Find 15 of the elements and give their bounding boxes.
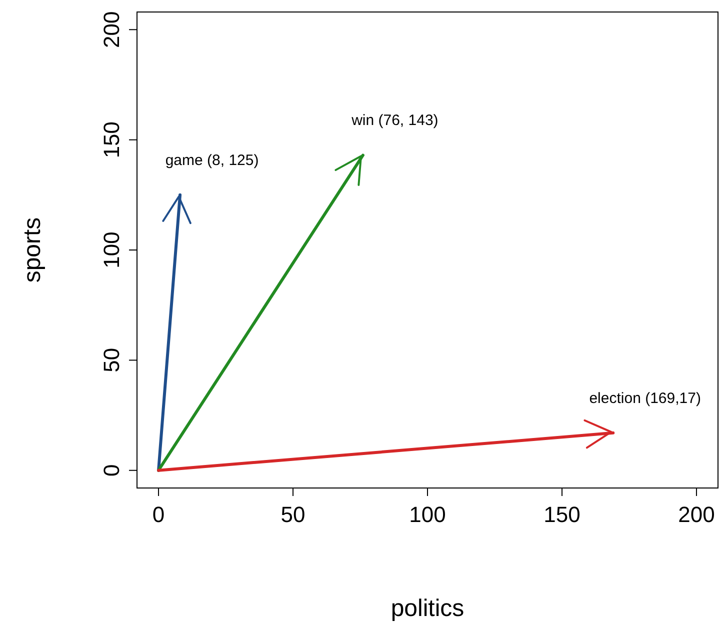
x-tick-label: 100: [409, 502, 446, 527]
y-axis-title: sports: [19, 217, 46, 283]
y-tick-label: 150: [99, 121, 124, 158]
y-tick-label: 0: [99, 464, 124, 476]
x-tick-label: 150: [544, 502, 580, 527]
annotation: win (76, 143): [350, 112, 438, 130]
x-axis-title: politics: [390, 595, 464, 622]
x-tick-label: 200: [678, 502, 715, 527]
y-tick-label: 100: [99, 232, 124, 268]
y-tick-label: 50: [99, 348, 124, 372]
x-tick-label: 50: [280, 502, 306, 527]
annotation: game (8, 125): [165, 152, 259, 169]
annotation: election (169,17): [589, 390, 701, 407]
x-tick-label: 0: [152, 502, 165, 527]
y-tick-label: 200: [99, 11, 124, 48]
